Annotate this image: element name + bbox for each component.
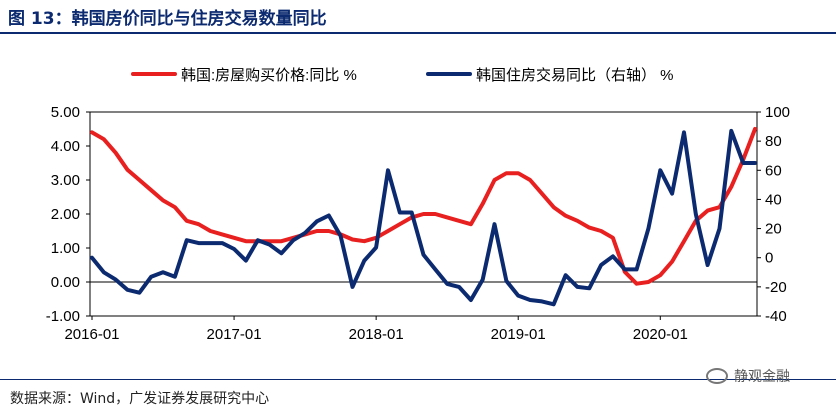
y-left-tick-label: 4.00 bbox=[51, 138, 80, 155]
wechat-icon bbox=[706, 368, 728, 384]
legend-label: 韩国:房屋购买价格:同比 % bbox=[181, 67, 357, 84]
series-line-house-price-yoy bbox=[90, 127, 757, 286]
y-right-tick-label: 60 bbox=[765, 162, 782, 179]
chart-legend: 韩国:房屋购买价格:同比 % 韩国住房交易同比（右轴） % bbox=[131, 66, 674, 84]
line-chart: 韩国:房屋购买价格:同比 % 韩国住房交易同比（右轴） % 5.00 4.00 3.0… bbox=[46, 66, 790, 343]
y-right-tick-label: -20 bbox=[765, 279, 787, 296]
y-left-tick-label: 1.00 bbox=[51, 240, 80, 257]
y-left-tick-label: 3.00 bbox=[51, 172, 80, 189]
watermark-text: 静观金融 bbox=[734, 369, 790, 385]
x-tick-label: 2016-01 bbox=[64, 326, 119, 343]
source-note: 数据来源：Wind，广发证券发展研究中心 bbox=[10, 391, 270, 407]
title-divider bbox=[0, 32, 836, 34]
x-tick-label: 2018-01 bbox=[349, 326, 404, 343]
y-left-tick-label: 5.00 bbox=[51, 104, 80, 121]
watermark: 静观金融 bbox=[706, 366, 790, 386]
chart-axes: 5.00 4.00 3.00 2.00 1.00 0.00 -1.00 100 80 60 40 20… bbox=[46, 104, 790, 343]
x-tick-label: 2019-01 bbox=[491, 326, 546, 343]
y-right-tick-label: 20 bbox=[765, 221, 782, 238]
x-tick-label: 2020-01 bbox=[633, 326, 688, 343]
y-right-tick-label: 80 bbox=[765, 133, 782, 150]
y-right-tick-label: 100 bbox=[765, 104, 790, 121]
figure-title: 图 13：韩国房价同比与住房交易数量同比 bbox=[8, 9, 327, 29]
legend-label: 韩国住房交易同比（右轴） % bbox=[476, 66, 674, 84]
y-right-tick-label: 0 bbox=[765, 250, 773, 267]
footer-divider bbox=[0, 379, 836, 380]
y-left-tick-label: 0.00 bbox=[51, 274, 80, 291]
y-left-tick-label: 2.00 bbox=[51, 206, 80, 223]
y-right-tick-label: -40 bbox=[765, 308, 787, 325]
chart-series bbox=[90, 127, 757, 307]
y-right-tick-label: 40 bbox=[765, 191, 782, 208]
y-left-tick-label: -1.00 bbox=[46, 308, 80, 325]
series-line-transactions-yoy bbox=[90, 128, 757, 307]
x-tick-label: 2017-01 bbox=[207, 326, 262, 343]
